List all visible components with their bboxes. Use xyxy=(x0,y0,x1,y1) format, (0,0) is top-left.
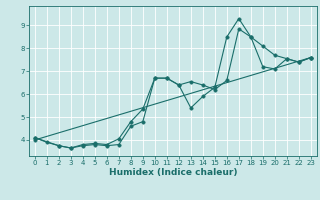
X-axis label: Humidex (Indice chaleur): Humidex (Indice chaleur) xyxy=(108,168,237,177)
